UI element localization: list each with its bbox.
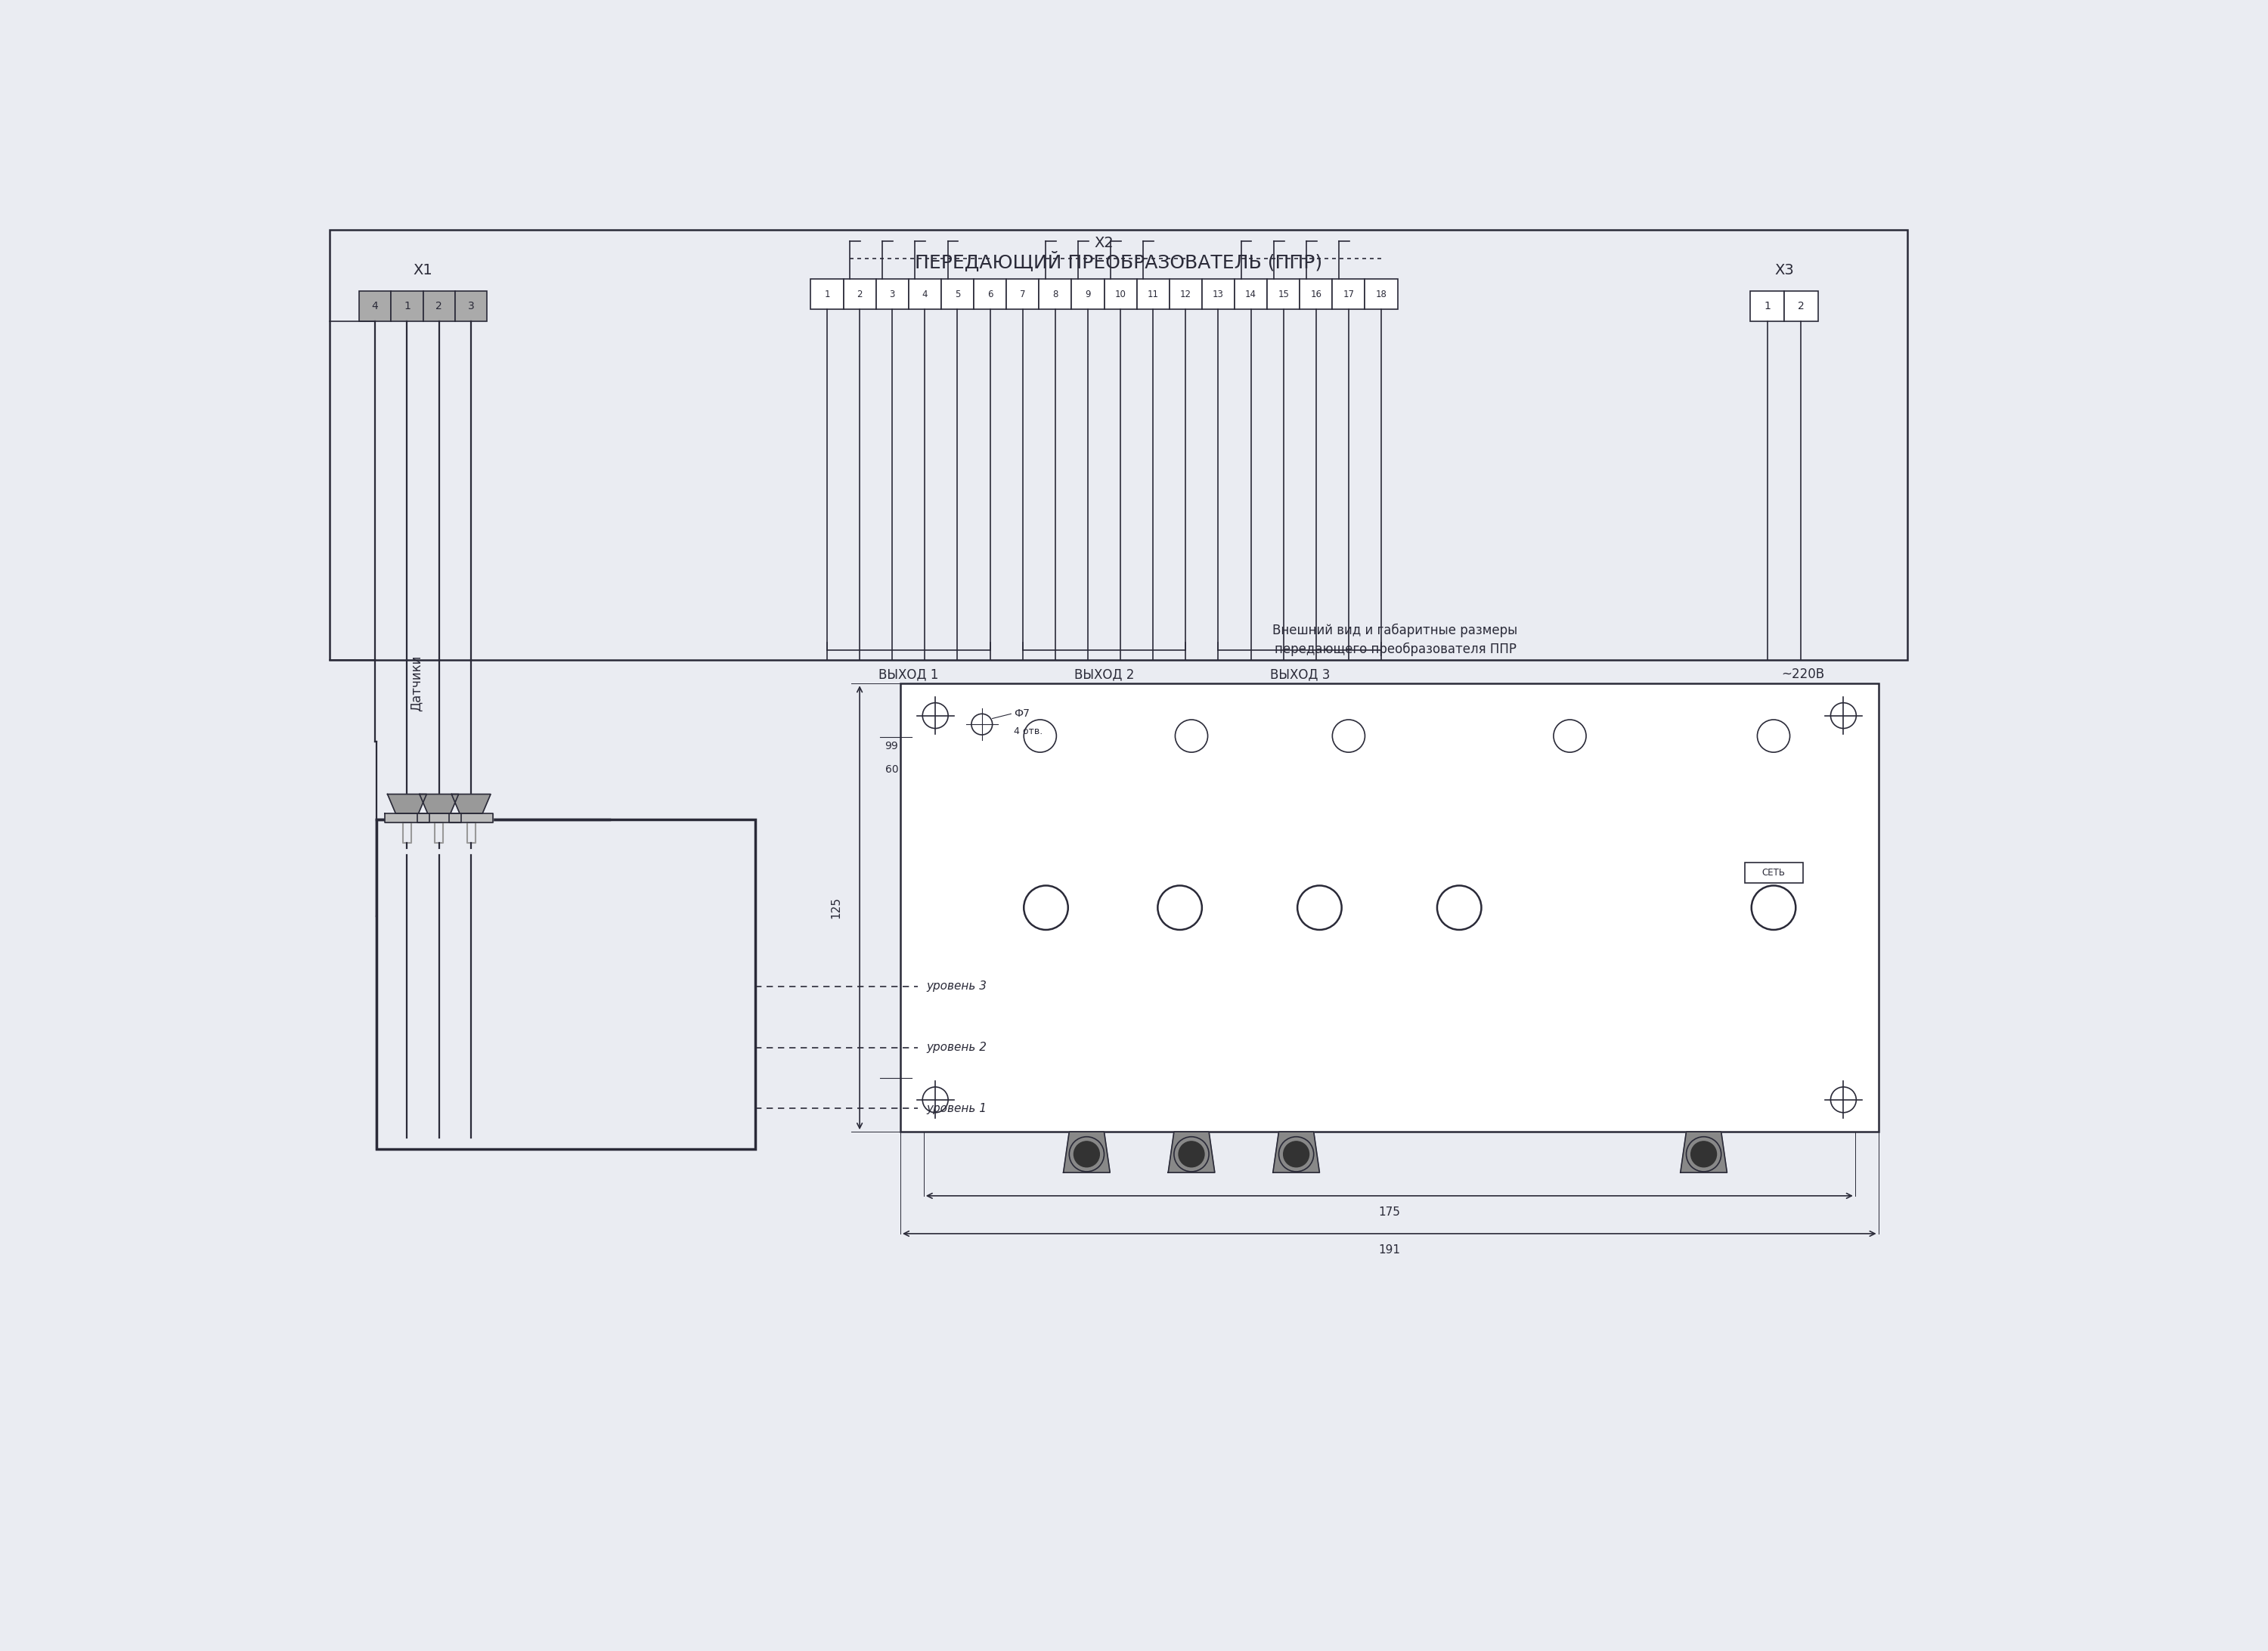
Polygon shape: [449, 814, 492, 822]
Bar: [1136, 279, 1170, 309]
Polygon shape: [1064, 1133, 1109, 1172]
Bar: [900, 684, 1878, 1133]
Bar: [1365, 279, 1397, 309]
Text: 2: 2: [1799, 300, 1805, 310]
Text: ВЫХОД 3: ВЫХОД 3: [1270, 667, 1329, 682]
Text: 99: 99: [885, 741, 898, 751]
Bar: [1785, 291, 1819, 320]
Text: 15: 15: [1277, 289, 1288, 299]
Text: 3: 3: [889, 289, 896, 299]
Text: Датчики: Датчики: [408, 655, 422, 712]
Text: 14: 14: [1245, 289, 1256, 299]
Text: 12: 12: [1179, 289, 1191, 299]
Text: ~220В: ~220В: [1780, 667, 1823, 682]
Polygon shape: [1272, 1133, 1320, 1172]
Bar: [1744, 862, 1803, 883]
Bar: [390, 291, 424, 320]
Text: 4 отв.: 4 отв.: [1014, 726, 1043, 736]
Text: Х2: Х2: [1095, 236, 1114, 249]
Text: 60: 60: [885, 764, 898, 774]
Polygon shape: [388, 794, 426, 814]
Polygon shape: [451, 794, 490, 814]
Text: 11: 11: [1148, 289, 1159, 299]
Circle shape: [1692, 1141, 1717, 1167]
Bar: [1170, 279, 1202, 309]
Bar: [909, 279, 941, 309]
Text: 7: 7: [1021, 289, 1025, 299]
Text: 17: 17: [1343, 289, 1354, 299]
Bar: [424, 291, 456, 320]
Text: 10: 10: [1116, 289, 1125, 299]
Bar: [1234, 279, 1268, 309]
Polygon shape: [1681, 1133, 1726, 1172]
Text: 191: 191: [1379, 1245, 1399, 1256]
Bar: [1039, 279, 1070, 309]
Polygon shape: [417, 814, 460, 822]
Text: ВЫХОД 2: ВЫХОД 2: [1075, 667, 1134, 682]
Bar: [329, 229, 1907, 660]
Text: Х3: Х3: [1774, 263, 1794, 277]
Text: 1: 1: [823, 289, 830, 299]
Text: 3: 3: [467, 300, 474, 310]
Bar: [376, 821, 755, 1149]
Text: 16: 16: [1311, 289, 1322, 299]
Polygon shape: [1168, 1133, 1216, 1172]
Text: 2: 2: [435, 300, 442, 310]
Text: 9: 9: [1084, 289, 1091, 299]
Bar: [1331, 279, 1365, 309]
Bar: [810, 279, 844, 309]
Text: СЕТЬ: СЕТЬ: [1762, 868, 1785, 878]
Circle shape: [1179, 1141, 1204, 1167]
Circle shape: [1073, 1141, 1100, 1167]
Bar: [844, 279, 875, 309]
Bar: [456, 291, 488, 320]
Text: уровень 3: уровень 3: [928, 981, 987, 992]
Bar: [973, 279, 1007, 309]
Circle shape: [1284, 1141, 1309, 1167]
Text: уровень 1: уровень 1: [928, 1103, 987, 1114]
Bar: [1105, 279, 1136, 309]
Text: Х1: Х1: [413, 263, 433, 277]
Bar: [1300, 279, 1331, 309]
Bar: [1751, 291, 1785, 320]
Text: 8: 8: [1052, 289, 1059, 299]
Bar: [1268, 279, 1300, 309]
Bar: [875, 279, 909, 309]
Text: 4: 4: [923, 289, 928, 299]
Bar: [1007, 279, 1039, 309]
Text: 13: 13: [1213, 289, 1225, 299]
Text: 18: 18: [1377, 289, 1386, 299]
Text: 4: 4: [372, 300, 379, 310]
Text: ВЫХОД 1: ВЫХОД 1: [878, 667, 939, 682]
Text: Внешний вид и габаритные размеры
передающего преобразователя ППР: Внешний вид и габаритные размеры передаю…: [1272, 624, 1517, 657]
Text: Ф7: Ф7: [1014, 708, 1030, 720]
Text: 2: 2: [857, 289, 862, 299]
Text: уровень 2: уровень 2: [928, 1042, 987, 1053]
Bar: [1202, 279, 1234, 309]
Bar: [358, 291, 390, 320]
Text: ПЕРЕДАЮЩИЙ ПРЕОБРАЗОВАТЕЛЬ (ППР): ПЕРЕДАЮЩИЙ ПРЕОБРАЗОВАТЕЛЬ (ППР): [914, 251, 1322, 272]
Polygon shape: [420, 794, 458, 814]
Bar: [1070, 279, 1105, 309]
Text: 1: 1: [404, 300, 411, 310]
Text: 6: 6: [987, 289, 993, 299]
Bar: [941, 279, 973, 309]
Text: 125: 125: [830, 896, 841, 918]
Polygon shape: [386, 814, 429, 822]
Text: 175: 175: [1379, 1207, 1399, 1218]
Text: 5: 5: [955, 289, 959, 299]
Text: 1: 1: [1765, 300, 1771, 310]
